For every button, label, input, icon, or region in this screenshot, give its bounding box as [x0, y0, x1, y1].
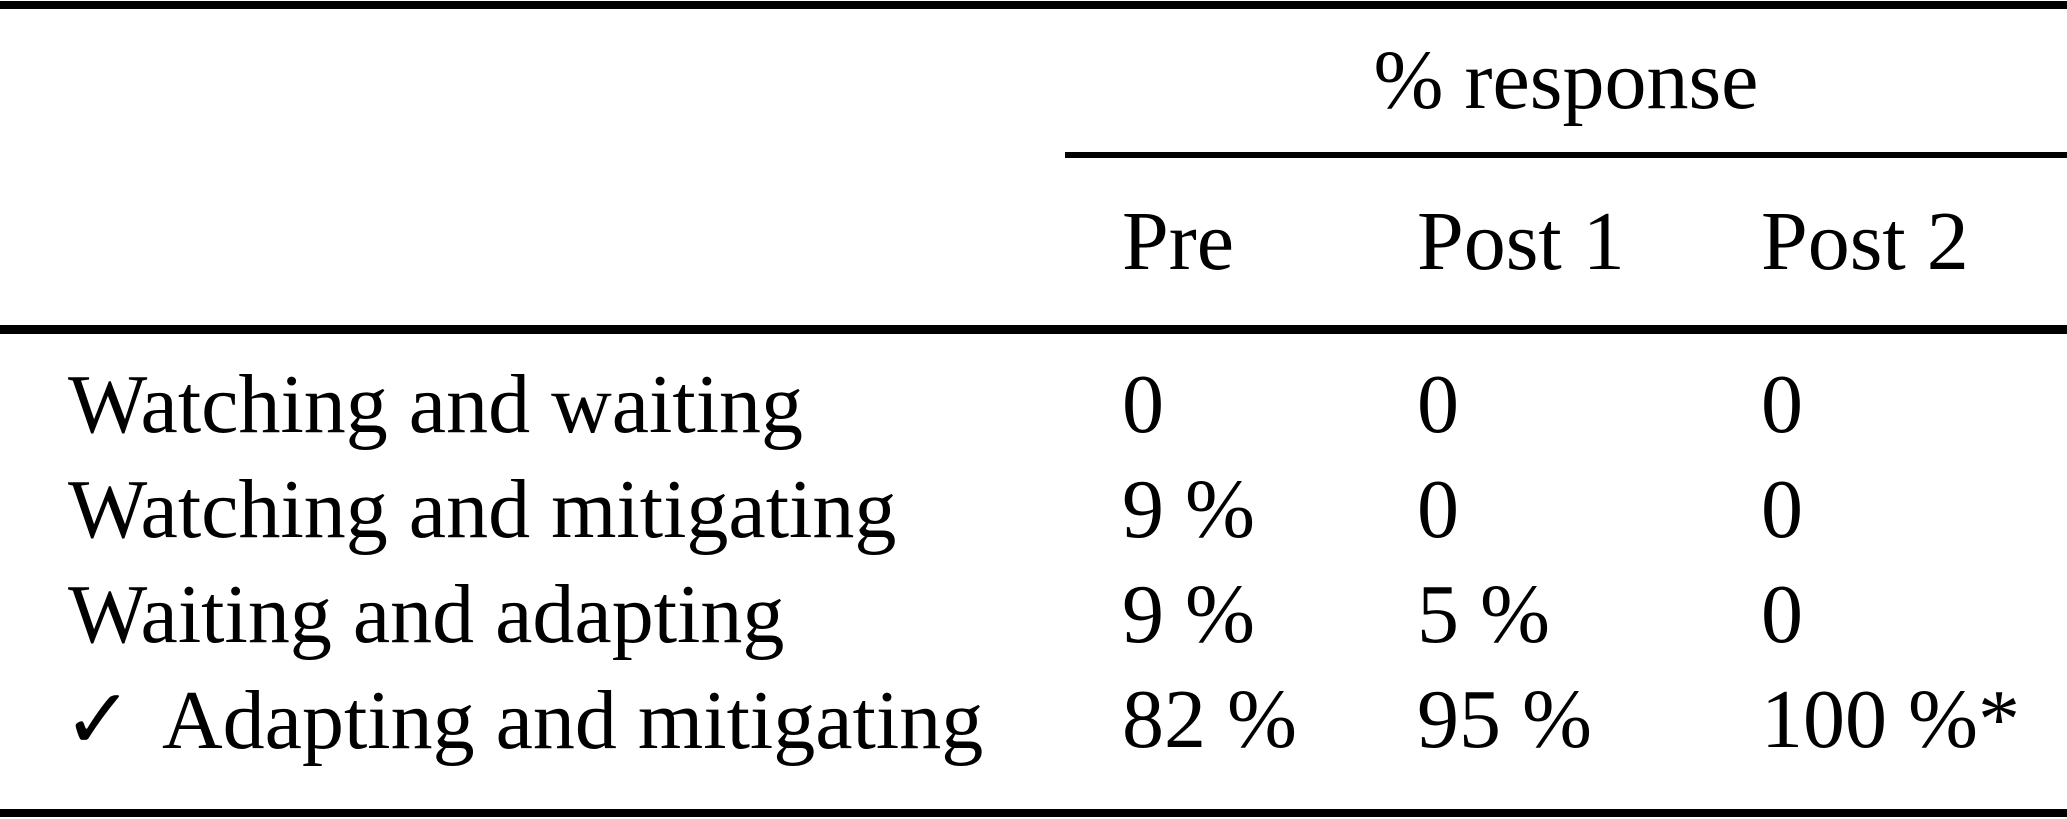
check-icon: ✓: [63, 670, 134, 768]
cell-value: 82 %: [1122, 673, 1297, 766]
cell-value: 0: [1417, 463, 1459, 556]
table-body: Watching and waiting 0 0 0 Watching and …: [0, 334, 2067, 772]
stub-cell: [0, 158, 1122, 325]
table-row: Waiting and adapting 9 % 5 % 0: [0, 562, 2067, 667]
table-row: ✓ Adapting and mitigating 82 % 95 % 100 %…: [0, 667, 2067, 772]
row-label: ✓ Adapting and mitigating: [0, 667, 1122, 773]
row-label: Watching and mitigating: [68, 463, 897, 556]
cell-value: 0: [1761, 568, 1803, 661]
column-headers-row: Pre Post 1 Post 2: [0, 158, 2067, 325]
table-row: Watching and mitigating 9 % 0 0: [0, 457, 2067, 562]
cell-value: 0: [1122, 358, 1164, 451]
column-group-row: % response: [0, 9, 2067, 152]
row-label: Waiting and adapting: [68, 568, 785, 661]
cell-value: 0: [1761, 463, 1803, 556]
cell-value: 100 %*: [1761, 673, 2020, 766]
column-group-header: % response: [1373, 34, 1759, 127]
column-header-post1: Post 1: [1417, 195, 1625, 288]
table-bottom-rule: [0, 809, 2067, 817]
table-mid-rule: [0, 325, 2067, 334]
cell-value: 9 %: [1122, 568, 1255, 661]
table-top-rule: [0, 1, 2067, 9]
column-group-rule: [1065, 152, 2067, 158]
cell-value: 5 %: [1417, 568, 1550, 661]
cell-value: 95 %: [1417, 673, 1592, 766]
column-header-post2: Post 2: [1761, 195, 1969, 288]
cell-value: 9 %: [1122, 463, 1255, 556]
table-row: Watching and waiting 0 0 0: [0, 352, 2067, 457]
row-label: Watching and waiting: [68, 358, 804, 451]
cell-value: 0: [1417, 358, 1459, 451]
cell-value: 0: [1761, 358, 1803, 451]
column-header-pre: Pre: [1122, 195, 1234, 288]
row-label-text: Adapting and mitigating: [162, 674, 984, 767]
